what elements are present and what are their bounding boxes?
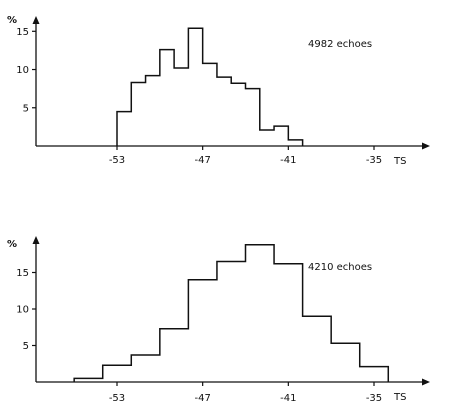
echo-count-annotation: 4982 echoes bbox=[308, 39, 372, 50]
histogram-bar bbox=[160, 50, 174, 146]
y-tick-label: 5 bbox=[23, 341, 29, 352]
y-tick-label: 5 bbox=[23, 103, 29, 114]
x-axis-label: TS bbox=[393, 156, 406, 167]
histogram-bar bbox=[217, 262, 246, 382]
histogram-bar bbox=[188, 28, 202, 146]
histogram-outline bbox=[73, 244, 390, 382]
histogram-bar bbox=[146, 76, 160, 146]
y-unit-label: % bbox=[7, 239, 17, 250]
histogram-bar bbox=[131, 355, 160, 382]
x-tick-label: -47 bbox=[194, 155, 210, 166]
histogram-bar bbox=[217, 77, 231, 146]
histogram-bar bbox=[174, 68, 188, 146]
histogram-bar bbox=[274, 126, 288, 146]
y-tick-label: 10 bbox=[16, 65, 29, 76]
histogram-bar bbox=[203, 63, 217, 146]
histogram-outline bbox=[116, 27, 304, 146]
x-tick-label: -47 bbox=[194, 393, 210, 404]
x-tick-label: -53 bbox=[109, 393, 125, 404]
y-unit-label: % bbox=[7, 15, 17, 26]
histogram-bar bbox=[117, 112, 131, 146]
histogram-bar bbox=[260, 130, 274, 146]
histogram-bar bbox=[231, 83, 245, 146]
y-axis-arrowhead bbox=[32, 236, 40, 244]
histogram-bar bbox=[303, 316, 332, 382]
x-tick-label: -53 bbox=[109, 155, 125, 166]
x-tick-label: -41 bbox=[280, 155, 296, 166]
x-axis-arrowhead bbox=[422, 378, 430, 386]
histogram-bar bbox=[131, 83, 145, 146]
x-tick-label: -35 bbox=[366, 393, 382, 404]
x-axis-label: TS bbox=[393, 392, 406, 403]
x-axis-arrowhead bbox=[422, 142, 430, 150]
histogram-panel-bottom: 5 10 15 -53 -47 -41 -35% TS 4210 echoes bbox=[7, 236, 430, 404]
histogram-bar bbox=[246, 245, 275, 382]
histogram-panel-top: 5 10 15 -53 -47 -41 -35% TS 4982 echoes bbox=[7, 15, 430, 167]
histogram-bar bbox=[74, 378, 103, 382]
echo-count-annotation: 4210 echoes bbox=[308, 262, 372, 273]
histogram-bar bbox=[160, 329, 189, 382]
y-axis-arrowhead bbox=[32, 16, 40, 24]
y-tick-label: 10 bbox=[16, 305, 29, 316]
x-tick-label: -41 bbox=[280, 393, 296, 404]
histogram-bar bbox=[360, 367, 389, 382]
y-tick-label: 15 bbox=[16, 268, 29, 279]
histogram-bar bbox=[331, 343, 360, 382]
histogram-bar bbox=[288, 140, 302, 146]
x-tick-label: -35 bbox=[366, 155, 382, 166]
histogram-bar bbox=[103, 365, 132, 382]
y-tick-label: 15 bbox=[16, 27, 29, 38]
histogram-bar bbox=[188, 280, 217, 382]
histogram-bar bbox=[274, 264, 303, 382]
histogram-bar bbox=[246, 89, 260, 146]
